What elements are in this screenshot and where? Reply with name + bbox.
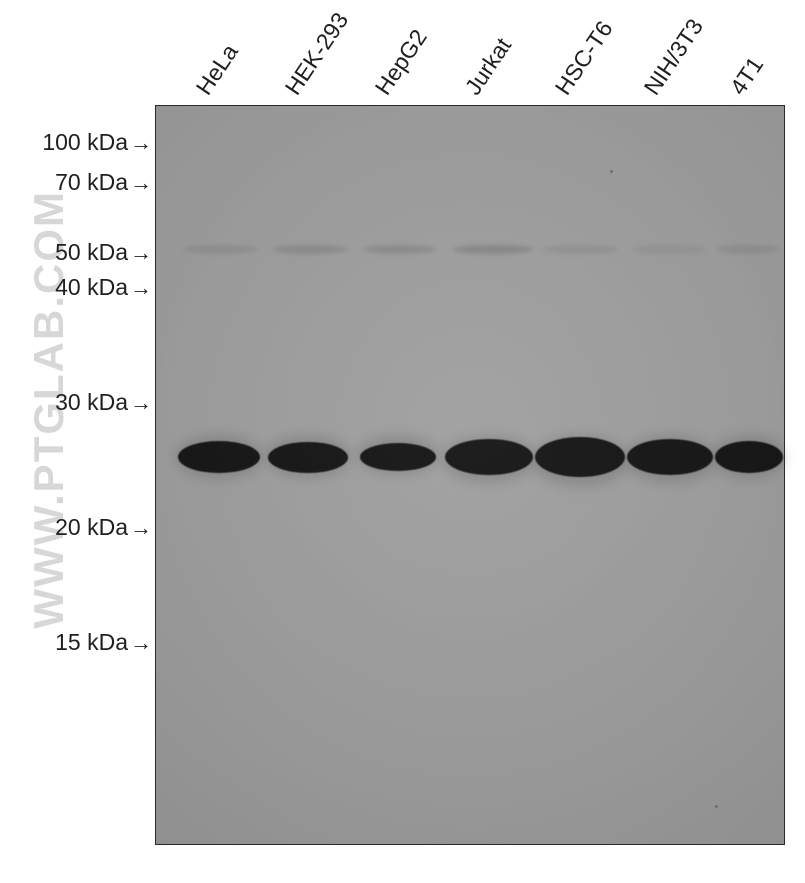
lane-label: 4T1 <box>725 52 770 100</box>
main-band <box>360 443 436 471</box>
faint-band <box>717 245 779 254</box>
marker-labels-group: 100 kDa→70 kDa→50 kDa→40 kDa→30 kDa→20 k… <box>0 105 155 845</box>
main-band <box>627 439 713 475</box>
lane-label: Jurkat <box>460 33 517 100</box>
blot-image <box>155 105 785 845</box>
arrow-icon: → <box>130 390 152 416</box>
arrow-icon: → <box>130 630 152 656</box>
lane-label: HSC-T6 <box>550 16 619 100</box>
lane-label: HepG2 <box>370 24 433 100</box>
marker-text: 70 kDa <box>55 169 128 196</box>
arrow-icon: → <box>130 130 152 156</box>
marker-label: 70 kDa→ <box>55 169 152 196</box>
faint-band <box>183 245 258 254</box>
marker-label: 15 kDa→ <box>55 629 152 656</box>
marker-label: 40 kDa→ <box>55 274 152 301</box>
main-band <box>268 442 348 473</box>
marker-text: 100 kDa <box>42 129 128 156</box>
faint-band <box>543 245 618 254</box>
faint-band <box>273 245 348 254</box>
marker-text: 30 kDa <box>55 389 128 416</box>
marker-label: 30 kDa→ <box>55 389 152 416</box>
faint-band <box>633 245 706 254</box>
main-band <box>715 441 783 473</box>
faint-band <box>363 245 436 254</box>
marker-label: 20 kDa→ <box>55 514 152 541</box>
main-band <box>535 437 625 477</box>
marker-label: 50 kDa→ <box>55 239 152 266</box>
main-band <box>178 441 260 473</box>
lane-label: HeLa <box>191 39 244 100</box>
marker-label: 100 kDa→ <box>42 129 152 156</box>
lane-label: NIH/3T3 <box>639 14 709 100</box>
marker-text: 40 kDa <box>55 274 128 301</box>
marker-text: 20 kDa <box>55 514 128 541</box>
arrow-icon: → <box>130 275 152 301</box>
lane-label: HEK-293 <box>280 8 355 100</box>
faint-band <box>453 245 533 254</box>
speck <box>610 170 613 173</box>
arrow-icon: → <box>130 240 152 266</box>
arrow-icon: → <box>130 170 152 196</box>
arrow-icon: → <box>130 515 152 541</box>
lane-labels-group: HeLa HEK-293HepG2 Jurkat HSC-T6 NIH/3T3 4T1 <box>155 0 785 105</box>
speck <box>715 805 718 808</box>
marker-text: 50 kDa <box>55 239 128 266</box>
main-band <box>445 439 533 475</box>
marker-text: 15 kDa <box>55 629 128 656</box>
